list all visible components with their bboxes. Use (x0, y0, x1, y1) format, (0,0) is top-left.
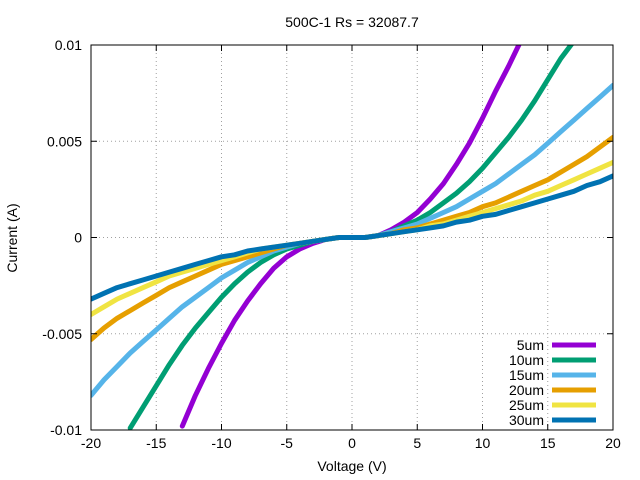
y-tick-label: -0.005 (42, 326, 82, 342)
x-tick-label: 0 (348, 435, 356, 451)
legend-label: 20um (509, 382, 544, 398)
grid (91, 45, 613, 430)
x-axis-label: Voltage (V) (317, 458, 386, 474)
x-tick-label: -20 (81, 435, 101, 451)
x-tick-label: 15 (540, 435, 556, 451)
x-tick-label: -5 (281, 435, 294, 451)
legend-label: 15um (509, 367, 544, 383)
series-layer (91, 45, 613, 430)
y-tick-labels: -0.01 -0.005 0 0.005 0.01 (42, 37, 82, 438)
x-tick-label: 20 (605, 435, 621, 451)
y-tick-label: -0.01 (50, 422, 82, 438)
x-tick-label: 5 (413, 435, 421, 451)
series-line-30um (91, 173, 613, 302)
y-axis-label: Current (A) (4, 203, 20, 272)
x-tick-label: 10 (475, 435, 491, 451)
legend-label: 10um (509, 352, 544, 368)
legend-label: 25um (509, 397, 544, 413)
chart-title: 500C-1 Rs = 32087.7 (285, 14, 419, 30)
y-tick-label: 0.01 (55, 37, 82, 53)
legend-label: 5um (517, 337, 544, 353)
y-tick-label: 0 (74, 230, 82, 246)
legend-label: 30um (509, 412, 544, 428)
series-line-10um (127, 45, 575, 430)
x-tick-label: -10 (211, 435, 231, 451)
x-tick-label: -15 (146, 435, 166, 451)
x-tick-labels: -20 -15 -10 -5 0 5 10 15 20 (81, 435, 621, 451)
y-tick-label: 0.005 (47, 133, 82, 149)
axis-ticks (90, 44, 614, 431)
